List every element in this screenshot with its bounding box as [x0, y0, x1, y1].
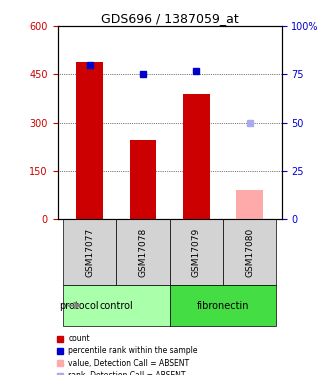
Text: protocol: protocol — [59, 301, 98, 310]
Text: GSM17078: GSM17078 — [139, 227, 148, 276]
Text: GSM17079: GSM17079 — [192, 227, 201, 276]
FancyBboxPatch shape — [170, 219, 223, 285]
Text: rank, Detection Call = ABSENT: rank, Detection Call = ABSENT — [68, 371, 186, 375]
Text: percentile rank within the sample: percentile rank within the sample — [68, 346, 198, 355]
Bar — [183, 94, 210, 219]
Text: fibronectin: fibronectin — [197, 301, 249, 310]
Text: control: control — [100, 301, 133, 310]
Text: value, Detection Call = ABSENT: value, Detection Call = ABSENT — [68, 359, 189, 368]
Title: GDS696 / 1387059_at: GDS696 / 1387059_at — [101, 12, 238, 25]
FancyBboxPatch shape — [170, 285, 276, 326]
Text: count: count — [68, 334, 90, 343]
Bar — [76, 62, 103, 219]
FancyBboxPatch shape — [116, 219, 170, 285]
FancyBboxPatch shape — [223, 219, 276, 285]
Text: GSM17077: GSM17077 — [85, 227, 94, 276]
FancyBboxPatch shape — [63, 285, 170, 326]
FancyBboxPatch shape — [63, 219, 116, 285]
Text: GSM17080: GSM17080 — [245, 227, 254, 276]
Bar — [236, 190, 263, 219]
Bar — [130, 140, 156, 219]
